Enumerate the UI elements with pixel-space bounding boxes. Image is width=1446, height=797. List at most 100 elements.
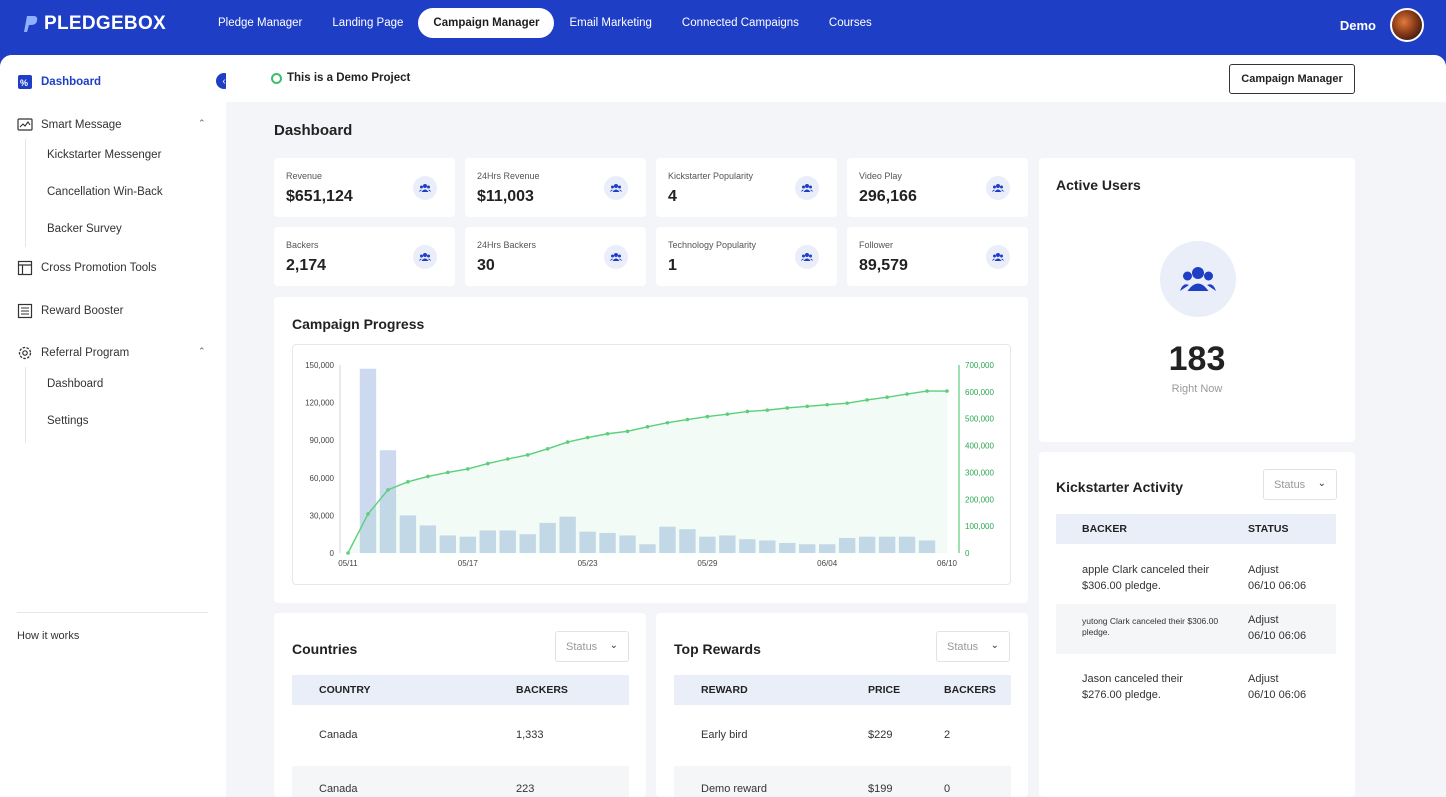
nav-email-marketing[interactable]: Email Marketing <box>569 17 652 29</box>
sidebar-item-smart-message[interactable]: Smart Message <box>17 117 122 133</box>
pledgebox-logo[interactable]: PLEDGEBOX <box>24 13 166 35</box>
layout-icon <box>17 260 33 276</box>
users-icon <box>1160 241 1236 317</box>
nav-connected-campaigns[interactable]: Connected Campaigns <box>681 17 799 29</box>
chevron-down-icon: ⌄ <box>1317 478 1326 489</box>
line-point <box>625 429 630 434</box>
main-content: Dashboard Revenue $651,124 24Hrs Revenue… <box>226 102 1446 797</box>
nav-landing-page[interactable]: Landing Page <box>332 17 404 29</box>
column-header: STATUS <box>1248 523 1289 535</box>
user-menu[interactable]: Demo <box>1340 8 1424 42</box>
line-point <box>725 412 730 416</box>
sidebar-item-reward-booster[interactable]: Reward Booster <box>17 303 123 319</box>
card-title: Top Rewards <box>674 641 761 657</box>
table-row[interactable]: apple Clark canceled their $306.00 pledg… <box>1056 554 1336 602</box>
sidebar-sub-kickstarter-messenger[interactable]: Kickstarter Messenger <box>47 149 162 161</box>
line-point <box>765 408 770 412</box>
campaign-manager-button[interactable]: Campaign Manager <box>1229 64 1355 94</box>
column-header: REWARD <box>701 684 748 696</box>
cell-price: $229 <box>868 729 893 741</box>
sidebar-sub-referral-dashboard[interactable]: Dashboard <box>47 378 104 390</box>
chevron-left-icon: ‹ <box>222 75 226 87</box>
activity-backer: apple Clark canceled their $306.00 pledg… <box>1082 564 1210 592</box>
table-header: REWARD PRICE BACKERS <box>674 675 1011 705</box>
stat-value: 4 <box>668 188 677 205</box>
table-row[interactable]: yutong Clark canceled their $306.00 pled… <box>1056 604 1336 654</box>
stat-label: 24Hrs Revenue <box>477 171 540 181</box>
y-tick-label-right: 400,000 <box>965 442 994 451</box>
demo-project-notice: This is a Demo Project <box>271 72 410 84</box>
nav-pledge-manager[interactable]: Pledge Manager <box>218 17 303 29</box>
stat-card-24hrs-backers: 24Hrs Backers 30 <box>465 227 646 286</box>
y-tick-label-right: 0 <box>965 549 970 558</box>
stat-value: 1 <box>668 257 677 274</box>
cell-reward: Early bird <box>701 729 748 741</box>
sidebar-item-cross-promotion[interactable]: Cross Promotion Tools <box>17 260 156 276</box>
rewards-status-select[interactable]: Status ⌄ <box>936 631 1010 662</box>
nav-campaign-manager[interactable]: Campaign Manager <box>418 8 555 38</box>
line-point <box>785 406 790 410</box>
bar <box>479 530 496 553</box>
stat-label: Technology Popularity <box>668 240 757 250</box>
line-point <box>406 480 410 484</box>
sidebar-sub-backer-survey[interactable]: Backer Survey <box>47 223 122 235</box>
campaign-progress-card: Campaign Progress 0 30,000 60,000 90,000 120… <box>274 297 1028 603</box>
cell-price: $199 <box>868 783 893 795</box>
active-users-card: Active Users 183 Right Now <box>1039 158 1355 442</box>
table-row[interactable]: Early bird $229 2 <box>674 716 1011 756</box>
bar <box>659 526 676 553</box>
sidebar-sub-cancellation-winback[interactable]: Cancellation Win-Back <box>47 186 163 198</box>
bar <box>799 544 816 553</box>
y-tick-label-right: 700,000 <box>965 361 994 370</box>
y-tick-label-left: 90,000 <box>310 436 335 445</box>
activity-status: Adjust 06/10 06:06 <box>1248 671 1306 703</box>
line-point <box>386 488 390 492</box>
cell-country: Canada <box>319 783 358 795</box>
countries-status-select[interactable]: Status ⌄ <box>555 631 629 662</box>
line-point <box>665 420 670 425</box>
table-row[interactable]: Jason canceled their $276.00 pledge. Adj… <box>1056 663 1336 711</box>
line-point <box>685 417 690 422</box>
nav-courses[interactable]: Courses <box>828 17 872 29</box>
brand-name: PLEDGEBOX <box>44 13 166 34</box>
active-users-subtitle: Right Now <box>1171 383 1223 395</box>
table-row[interactable]: Demo reward $199 0 <box>674 766 1011 797</box>
bar <box>898 536 916 553</box>
card-title: Kickstarter Activity <box>1056 479 1184 495</box>
countries-card: Countries Status ⌄ COUNTRY BACKERS Canad… <box>274 613 646 797</box>
bar <box>399 515 417 553</box>
user-name: Demo <box>1339 17 1376 33</box>
stat-label: Kickstarter Popularity <box>668 171 754 181</box>
table-row[interactable]: Canada 1,333 <box>292 716 629 756</box>
table-row[interactable]: Canada 223 <box>292 766 629 797</box>
bar <box>359 368 377 553</box>
sidebar-sub-referral-settings[interactable]: Settings <box>47 415 89 427</box>
table-header: BACKER STATUS <box>1056 514 1336 544</box>
bar <box>719 535 736 553</box>
status-dot-icon <box>271 72 282 84</box>
x-tick-label: 05/17 <box>458 559 479 568</box>
sidebar-item-referral-program[interactable]: Referral Program <box>17 345 129 361</box>
demo-project-text: This is a Demo Project <box>287 72 411 84</box>
cell-backers: 1,333 <box>516 729 544 741</box>
bar <box>918 540 936 553</box>
chevron-up-icon[interactable]: ⌃ <box>198 346 206 356</box>
bar <box>439 535 457 553</box>
bar <box>838 537 856 553</box>
main-nav: Pledge Manager Landing Page Campaign Man… <box>203 8 887 38</box>
avatar[interactable] <box>1390 8 1424 42</box>
bar <box>539 522 556 553</box>
activity-status-select[interactable]: Status ⌄ <box>1263 469 1337 500</box>
line-point <box>805 404 810 409</box>
bar <box>579 531 596 553</box>
line-point <box>885 395 889 400</box>
how-it-works-link[interactable]: How it works <box>17 630 80 642</box>
chevron-up-icon[interactable]: ⌃ <box>198 118 206 128</box>
cell-backers: 223 <box>516 783 535 795</box>
column-header: PRICE <box>868 684 901 696</box>
sidebar-item-dashboard[interactable]: % Dashboard <box>17 74 101 90</box>
top-navbar: PLEDGEBOX Pledge Manager Landing Page Ca… <box>0 0 1446 55</box>
stat-value: 296,166 <box>859 188 917 205</box>
stat-label: Revenue <box>286 171 323 181</box>
svg-text:%: % <box>20 78 28 88</box>
